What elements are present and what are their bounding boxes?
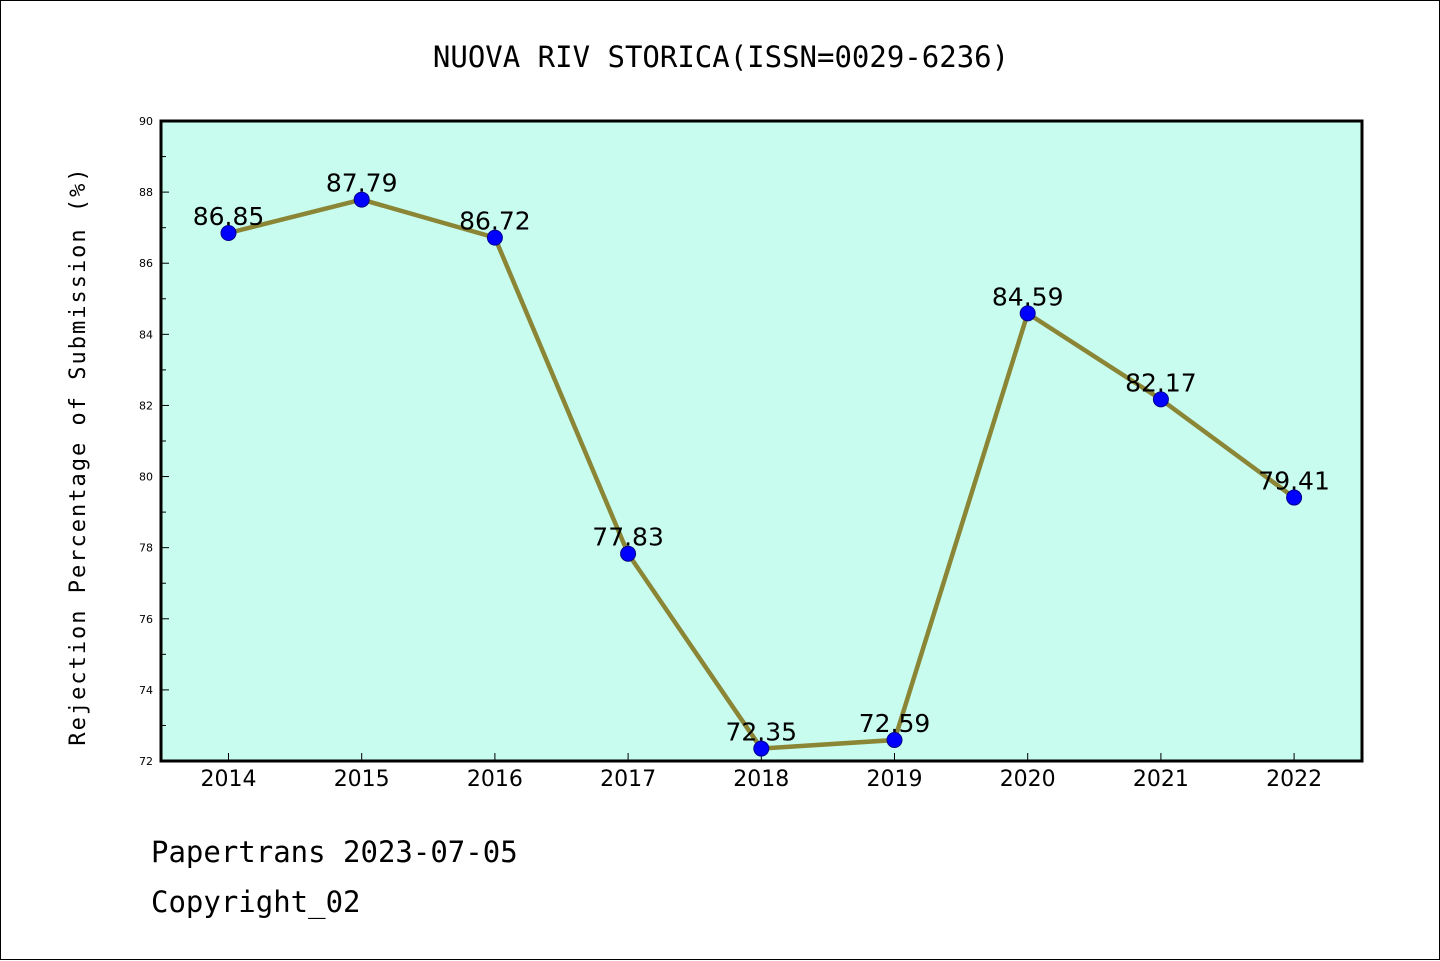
plot-area — [159, 119, 1364, 763]
x-tick-label: 2018 — [733, 767, 789, 792]
x-tick-label: 2019 — [867, 767, 923, 792]
series-layer — [220, 191, 1303, 757]
x-tick-label: 2021 — [1133, 767, 1189, 792]
data-point — [1019, 305, 1036, 322]
data-label: 86.72 — [459, 207, 531, 236]
data-point — [486, 229, 503, 246]
data-point — [353, 191, 370, 208]
y-axis-label: Rejection Percentage of Submission (%) — [66, 166, 91, 745]
footer-copyright-text: Copyright_02 — [151, 885, 361, 919]
x-tick-label: 2016 — [467, 767, 523, 792]
data-label: 77.83 — [592, 523, 664, 552]
y-tick-label: 84 — [139, 328, 153, 341]
y-tick-label: 80 — [139, 471, 153, 484]
data-point — [220, 225, 237, 241]
x-tick-label: 2020 — [1000, 767, 1056, 792]
data-point — [1152, 391, 1169, 408]
y-tick-label: 88 — [139, 186, 153, 199]
data-label: 87.79 — [326, 169, 398, 198]
y-tick-label: 72 — [139, 755, 153, 768]
data-point — [753, 740, 770, 757]
data-label: 72.35 — [726, 718, 798, 747]
data-labels: 86.85 87.79 86.72 77.83 72.35 72.59 84.59 82.17… — [193, 169, 1330, 747]
x-tick-label: 2014 — [201, 767, 257, 792]
x-tick-label: 2015 — [334, 767, 390, 792]
data-label: 79.41 — [1258, 467, 1330, 496]
data-label: 86.85 — [193, 202, 265, 231]
y-tick-label: 86 — [139, 257, 153, 270]
data-label: 84.59 — [992, 282, 1064, 311]
data-point — [1286, 489, 1303, 506]
data-point — [620, 545, 637, 562]
x-tick-label: 2017 — [600, 767, 656, 792]
x-tick-label: 2022 — [1266, 767, 1322, 792]
data-label: 82.17 — [1125, 368, 1197, 397]
footer-date-text: Papertrans 2023-07-05 — [151, 835, 518, 869]
data-point — [886, 732, 903, 749]
y-axis: 72 74 76 78 80 82 84 86 88 90 — [139, 115, 169, 768]
data-label: 72.59 — [859, 709, 931, 738]
y-tick-label: 78 — [139, 542, 153, 555]
y-tick-label: 74 — [139, 684, 153, 697]
x-axis: 2014 2015 2016 2017 2018 2019 2020 2021 2022 — [201, 753, 1322, 792]
chart-title: NUOVA RIV STORICA(ISSN=0029-6236) — [433, 40, 1009, 74]
y-tick-label: 76 — [139, 613, 153, 626]
y-tick-label: 90 — [139, 115, 153, 128]
y-tick-label: 82 — [139, 399, 153, 412]
